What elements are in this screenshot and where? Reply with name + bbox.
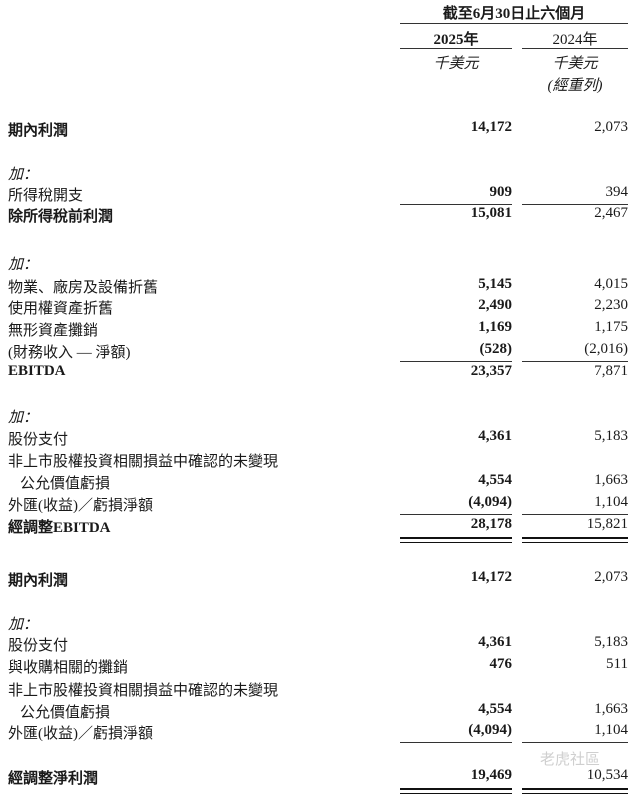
value-2024: 1,663 [594,472,628,488]
row-label: 期內利潤 [8,573,69,589]
col-2024-note: (經重列) [547,78,603,94]
value-2024: 1,104 [594,494,628,510]
value-2025: (4,094) [468,722,512,738]
header-rule [400,23,628,24]
value-2024: 2,073 [594,119,628,135]
row-label: 使用權資產折舊 [8,301,114,317]
value-2025: 14,172 [470,119,512,135]
value-2025: 4,361 [478,428,512,444]
row-label: EBITDA [8,363,66,379]
row-label: 股份支付 [8,638,69,654]
subtotal-rule [400,514,512,515]
total-double-rule [400,537,512,543]
col-2025-unit: 千美元 [433,56,479,72]
row-label: 非上市股權投資相關損益中確認的未變現 [8,683,279,699]
period-header: 截至6月30日止六個月 [442,6,586,22]
value-2025: 23,357 [470,363,512,379]
row-label: 股份支付 [8,432,69,448]
row-label: 外匯(收益)／虧損淨額 [8,498,153,514]
row-label: 公允價值虧損 [20,705,111,721]
subtotal-rule [400,204,512,205]
value-2025: (528) [479,341,513,357]
value-2024: 2,073 [594,569,628,585]
value-2025: 14,172 [470,569,512,585]
value-2024: 1,175 [594,319,628,335]
col-2025-rule [400,48,512,49]
row-label: 加： [8,617,39,633]
row-label: 無形資產攤銷 [8,323,99,339]
subtotal-rule [522,514,628,515]
value-2024: 5,183 [594,428,628,444]
value-2024: 4,015 [594,276,628,292]
col-2024-rule [522,48,628,49]
row-label: 外匯(收益)／虧損淨額 [8,726,153,742]
value-2025: 476 [489,656,513,672]
value-2024: 511 [606,656,628,672]
row-label: 期內利潤 [8,123,69,139]
row-label: (財務收入 — 淨額) [8,345,131,361]
value-2024: 394 [605,184,629,200]
subtotal-rule [522,742,628,743]
col-2025-header: 2025年 [433,32,479,48]
row-label: 加： [8,167,39,183]
subtotal-rule [522,204,628,205]
value-2025: 19,469 [470,767,512,783]
total-double-rule [522,537,628,543]
subtotal-rule [522,361,628,362]
row-label: 物業、廠房及設備折舊 [8,280,159,296]
row-label: 除所得稅前利潤 [8,209,114,225]
value-2025: 4,554 [478,701,512,717]
subtotal-rule [400,742,512,743]
row-label: 經調整淨利潤 [8,771,99,787]
row-label: 所得稅開支 [8,188,84,204]
value-2024: (2,016) [584,341,628,357]
total-double-rule [522,788,628,794]
value-2024: 5,183 [594,634,628,650]
row-label: 與收購相關的攤銷 [8,660,129,676]
value-2024: 1,663 [594,701,628,717]
value-2025: 28,178 [470,516,512,532]
subtotal-rule [400,361,512,362]
value-2025: 2,490 [478,297,512,313]
value-2024: 2,230 [594,297,628,313]
value-2025: 4,361 [478,634,512,650]
value-2025: 909 [489,184,513,200]
row-label: 非上市股權投資相關損益中確認的未變現 [8,454,279,470]
value-2024: 2,467 [594,205,628,221]
col-2024-header: 2024年 [552,32,598,48]
row-label: 公允價值虧損 [20,476,111,492]
value-2025: (4,094) [468,494,512,510]
value-2024: 10,534 [586,767,628,783]
value-2024: 1,104 [594,722,628,738]
value-2025: 15,081 [470,205,512,221]
value-2025: 1,169 [478,319,512,335]
value-2025: 5,145 [478,276,512,292]
row-label: 加： [8,410,39,426]
row-label: 經調整EBITDA [8,520,111,536]
value-2025: 4,554 [478,472,512,488]
value-2024: 7,871 [594,363,628,379]
watermark: 老虎社區 [540,750,601,768]
col-2024-unit: 千美元 [552,56,598,72]
total-double-rule [400,788,512,794]
value-2024: 15,821 [586,516,628,532]
row-label: 加： [8,257,39,273]
